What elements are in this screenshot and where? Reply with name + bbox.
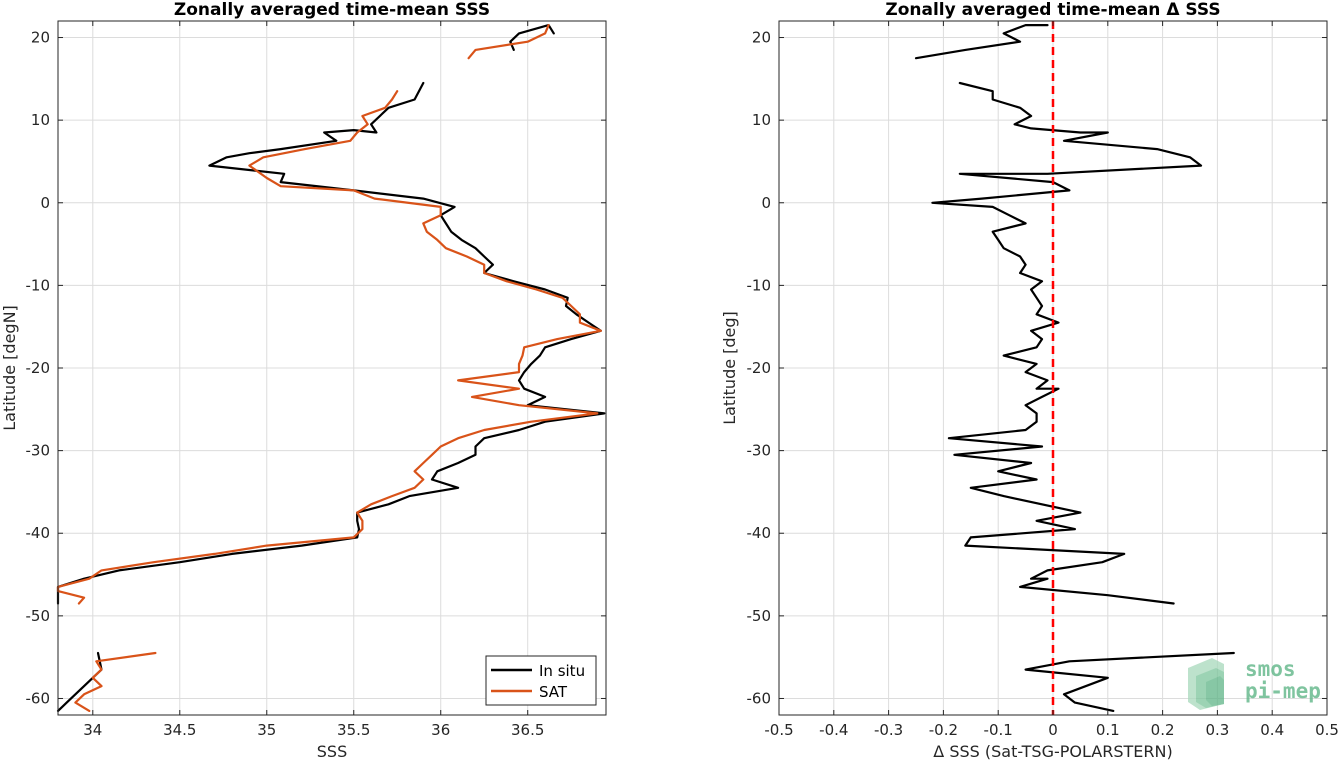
delta-sss-panel: -0.5 -0.4 -0.3 -0.2 -0.1 0 0.1 0.2 0.3 0.4 0.5 20 10… [720,0,1339,761]
x-tick-label: 36.5 [511,721,544,739]
series-line-0 [56,81,606,605]
x-tick-label: -0.4 [819,721,848,739]
series-line-0 [914,24,1049,60]
y-tick-label: 20 [752,29,771,47]
y-tick-label: -50 [26,607,51,625]
x-tick-label: 34.5 [163,721,196,739]
sss-panel: 34 34.5 35 35.5 36 36.5 20 10 0 -10 -20 -30 -40 -50 -6… [0,0,607,761]
series-line-0 [931,81,1203,605]
y-tick-label: -20 [747,359,772,377]
y-tick-label: -50 [747,607,772,625]
series-lines [56,24,606,713]
series-line-1 [74,651,157,713]
y-tick-label: -60 [26,689,51,707]
x-tick-label: -0.3 [874,721,903,739]
series-lines [914,21,1235,715]
smos-pi-mep-logo: smos pi-mep [1188,657,1321,710]
x-tick-label: 0.3 [1205,721,1229,739]
x-tick-label: 36 [431,721,450,739]
legend-label-sat: SAT [539,683,568,701]
x-tick-label: 34 [83,721,102,739]
y-tick-label: -30 [26,442,51,460]
grid-lines [778,21,1328,715]
x-axis-label: SSS [317,742,347,761]
x-tick-label: -0.1 [984,721,1013,739]
x-tick-label: 0.5 [1315,721,1339,739]
x-tick-label: -0.2 [929,721,958,739]
y-tick-label: 10 [31,111,50,129]
legend-box [485,655,597,706]
series-line-0 [56,651,103,713]
y-tick-label: -20 [26,359,51,377]
y-tick-label: 0 [40,194,50,212]
series-line-1 [56,90,602,605]
chart-title: Zonally averaged time-mean Δ SSS [885,0,1220,20]
x-tick-label: 35.5 [337,721,370,739]
x-tick-label: 35 [257,721,276,739]
y-tick-label: 0 [761,194,771,212]
y-tick-label: 10 [752,111,771,129]
y-axis-label: Latitude [deg] [720,311,739,425]
chart-title: Zonally averaged time-mean SSS [174,0,490,20]
y-axis-label: Latitude [degN] [0,305,19,431]
x-tick-label: 0 [1048,721,1058,739]
logo-mark-icon [1188,658,1224,710]
x-tick-label: 0.2 [1151,721,1175,739]
grid-lines [58,21,606,715]
x-tick-label: -0.5 [764,721,793,739]
legend-label-in-situ: In situ [539,662,585,680]
y-tick-label: -40 [747,524,772,542]
y-tick-label: -10 [747,276,772,294]
y-tick-label: -30 [747,442,772,460]
y-tick-label: -60 [747,689,772,707]
x-tick-label: 0.1 [1096,721,1120,739]
logo-text-line2: pi-mep [1245,679,1321,703]
series-line-0 [1024,651,1235,713]
tick-labels: 34 34.5 35 35.5 36 36.5 20 10 0 -10 -20 -30 -40 -50 -6… [26,21,606,739]
y-tick-label: -10 [26,276,51,294]
tick-labels: -0.5 -0.4 -0.3 -0.2 -0.1 0 0.1 0.2 0.3 0.4 0.5 20 10… [747,21,1339,739]
logo-text-line1: smos [1245,657,1296,681]
series-line-1 [467,24,550,60]
x-tick-label: 0.4 [1260,721,1284,739]
y-tick-label: 20 [31,29,50,47]
y-tick-label: -40 [26,524,51,542]
legend: In situ SAT [485,655,597,706]
x-axis-label: Δ SSS (Sat-TSG-POLARSTERN) [933,742,1172,761]
